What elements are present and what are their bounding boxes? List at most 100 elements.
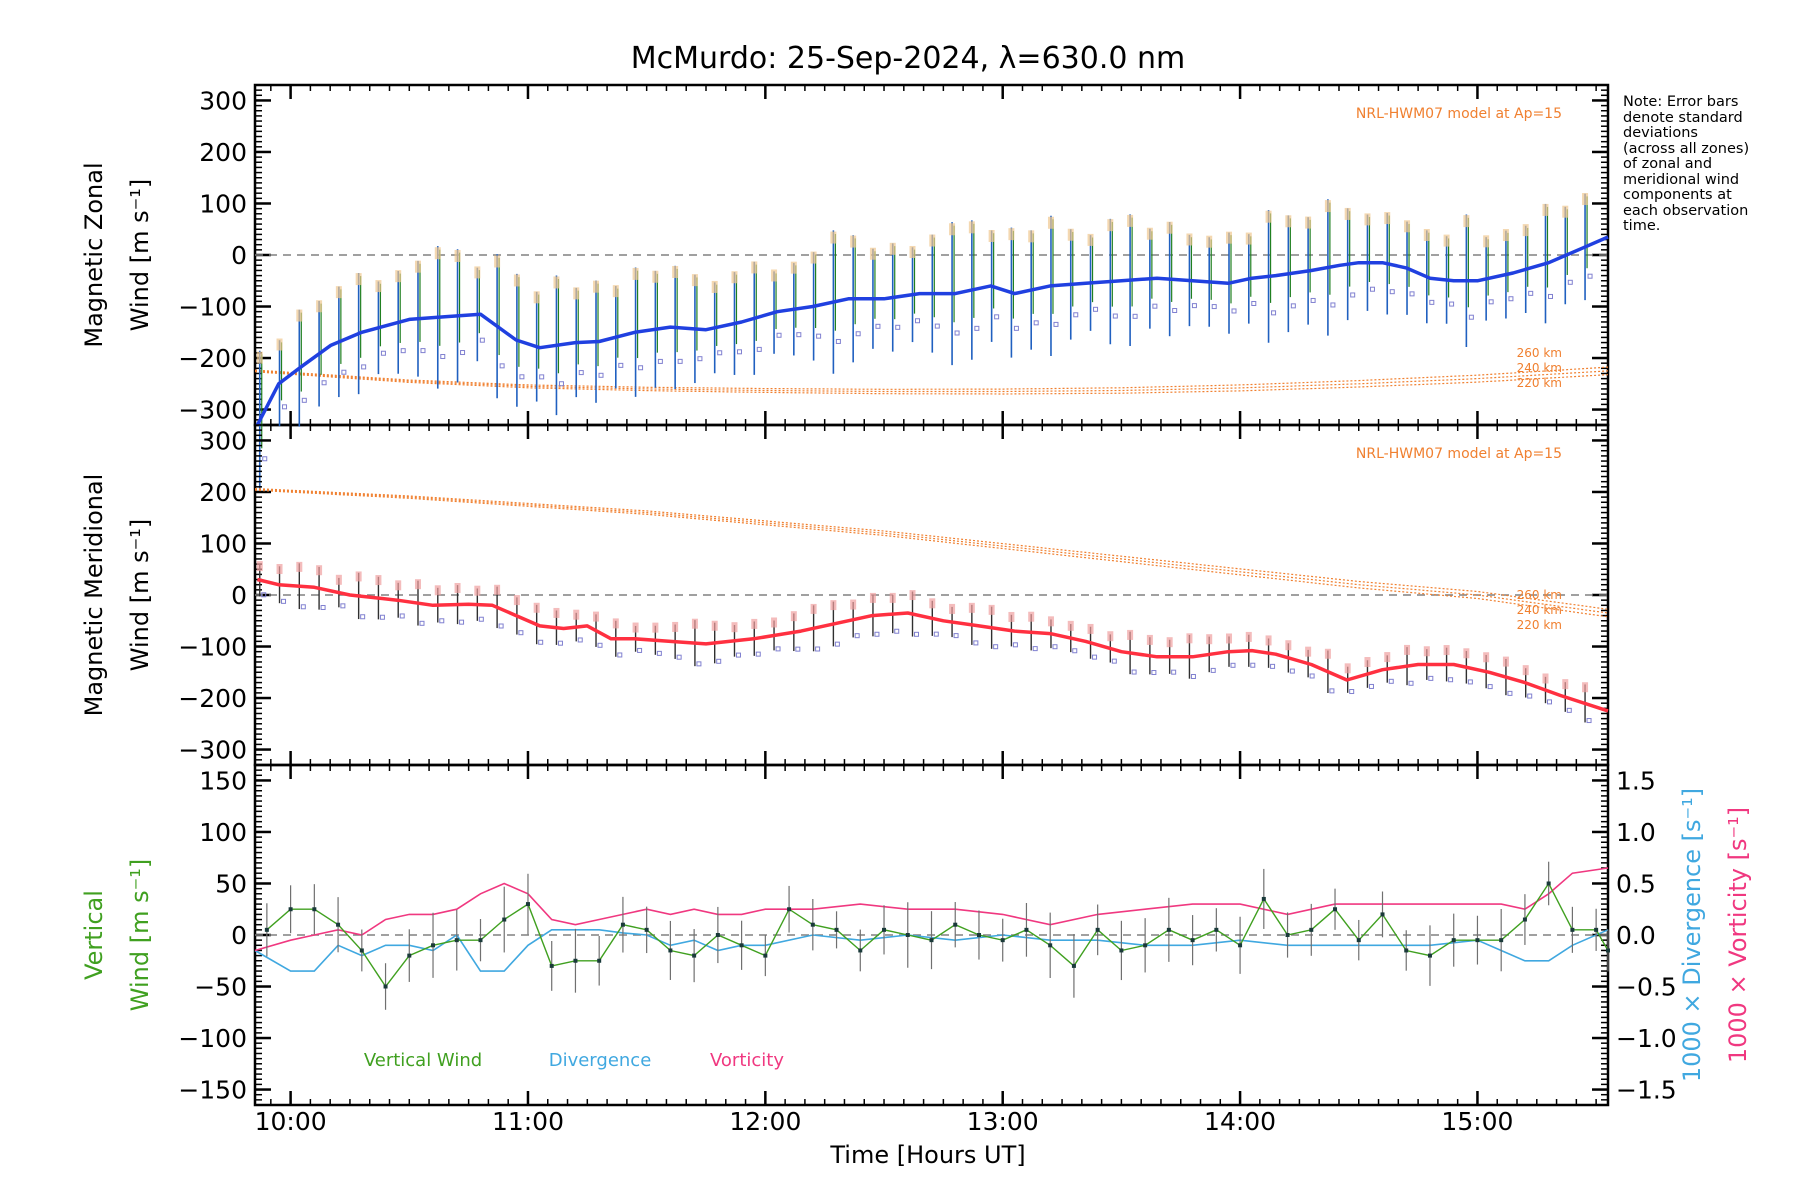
zone-marker [914, 631, 920, 637]
zone-marker [420, 348, 426, 354]
zone-marker [889, 242, 896, 255]
zone-marker [498, 623, 504, 629]
zone-marker [474, 585, 481, 596]
vertical-wind-point [1475, 938, 1480, 943]
vorticity-line [254, 867, 1609, 952]
zone-marker [1033, 320, 1039, 326]
zone-marker [672, 265, 679, 278]
y-tick-label: 200 [199, 478, 247, 507]
zone-marker [810, 251, 817, 264]
y-tick-label: −200 [178, 684, 247, 713]
zone-marker [474, 266, 481, 279]
zone-marker [533, 291, 540, 304]
zone-marker [1522, 224, 1529, 237]
vertical-wind-point [1380, 912, 1385, 917]
x-tick-label: 11:00 [492, 1107, 564, 1136]
zone-marker [1047, 216, 1054, 229]
zone-marker [1409, 291, 1415, 297]
vertical-wind-point [336, 922, 341, 927]
zone-marker [875, 323, 881, 329]
zone-marker [1562, 205, 1569, 218]
y-tick-label: −300 [178, 396, 247, 425]
zone-marker [834, 641, 840, 647]
zone-marker [1305, 216, 1312, 229]
vertical-wind-point [383, 984, 388, 989]
zone-marker [1364, 213, 1371, 226]
zone-marker [296, 561, 303, 572]
zone-marker [1487, 684, 1493, 690]
zone-marker [711, 620, 718, 631]
x-tick-label: 14:00 [1204, 1107, 1276, 1136]
zone-marker [835, 338, 841, 344]
zone-marker [494, 584, 501, 595]
zone-marker [1349, 689, 1355, 695]
zone-marker [1028, 230, 1035, 243]
zone-marker [1567, 279, 1573, 285]
zone-marker [1384, 652, 1391, 663]
zone-marker [494, 255, 501, 268]
y-tick-label: 100 [199, 529, 247, 558]
zone-marker [341, 369, 347, 375]
zone-marker [558, 381, 564, 387]
vertical-wind-point [763, 953, 768, 958]
note-line: of zonal and [1623, 156, 1713, 172]
zone-marker [1067, 228, 1074, 241]
zone-marker [395, 270, 402, 283]
vertical-wind-point [692, 953, 697, 958]
vertical-wind-point [264, 927, 269, 932]
zone-marker [1171, 669, 1177, 675]
zone-marker [1368, 683, 1374, 689]
zone-marker [1191, 303, 1197, 309]
zone-marker [419, 620, 425, 626]
meridional-ylabel-line1: Magnetic Meridional [80, 474, 108, 717]
zone-marker [1210, 667, 1216, 673]
zone-marker [1428, 675, 1434, 681]
hwm-model-curve [254, 371, 1609, 395]
note-line: each observation [1623, 202, 1749, 219]
vertical-wind-point [525, 902, 530, 907]
zone-marker [909, 590, 916, 601]
zone-marker [395, 580, 402, 591]
zone-marker [731, 271, 738, 284]
vertical-wind-point [834, 927, 839, 932]
vertical-wind-point [1522, 917, 1527, 922]
zone-marker [460, 350, 466, 356]
zone-marker [1582, 682, 1589, 693]
zone-marker [1467, 679, 1473, 685]
zone-marker [1028, 611, 1035, 622]
zone-marker [1226, 633, 1233, 644]
legend-vorticity: Vorticity [710, 1050, 784, 1071]
vertical-wind-point [905, 933, 910, 937]
zone-marker [256, 351, 263, 364]
zone-marker [1127, 214, 1134, 227]
vertical-wind-point [1546, 881, 1551, 886]
zone-marker [1127, 629, 1134, 640]
zone-marker [1587, 273, 1593, 279]
zone-marker [1245, 232, 1252, 245]
zone-marker [276, 338, 283, 351]
zone-marker [993, 644, 999, 650]
zone-marker [593, 611, 600, 622]
vertical-wind-point [810, 922, 815, 927]
zone-marker [379, 614, 385, 620]
zone-marker [1369, 286, 1375, 292]
vertical-wind-point [858, 948, 863, 953]
zone-marker [1230, 662, 1236, 668]
y-tick-label: 300 [199, 426, 247, 455]
zone-marker [1290, 303, 1296, 309]
zone-marker [1245, 631, 1252, 642]
zone-marker [593, 280, 600, 293]
zone-marker [321, 380, 327, 386]
y2-tick-label: −0.5 [1616, 973, 1677, 1002]
y2-tick-label: 1.5 [1616, 766, 1656, 795]
zone-marker [638, 365, 644, 371]
y-tick-label: 300 [199, 86, 247, 115]
zone-marker [815, 646, 821, 652]
zone-marker [1344, 207, 1351, 220]
vorticity-axis-label: 1000 × Vorticity [s⁻¹] [1724, 807, 1752, 1063]
zone-marker [696, 661, 702, 667]
zonal-wind-line [255, 235, 1609, 426]
zone-marker [1285, 215, 1292, 228]
zone-marker [1547, 293, 1553, 299]
